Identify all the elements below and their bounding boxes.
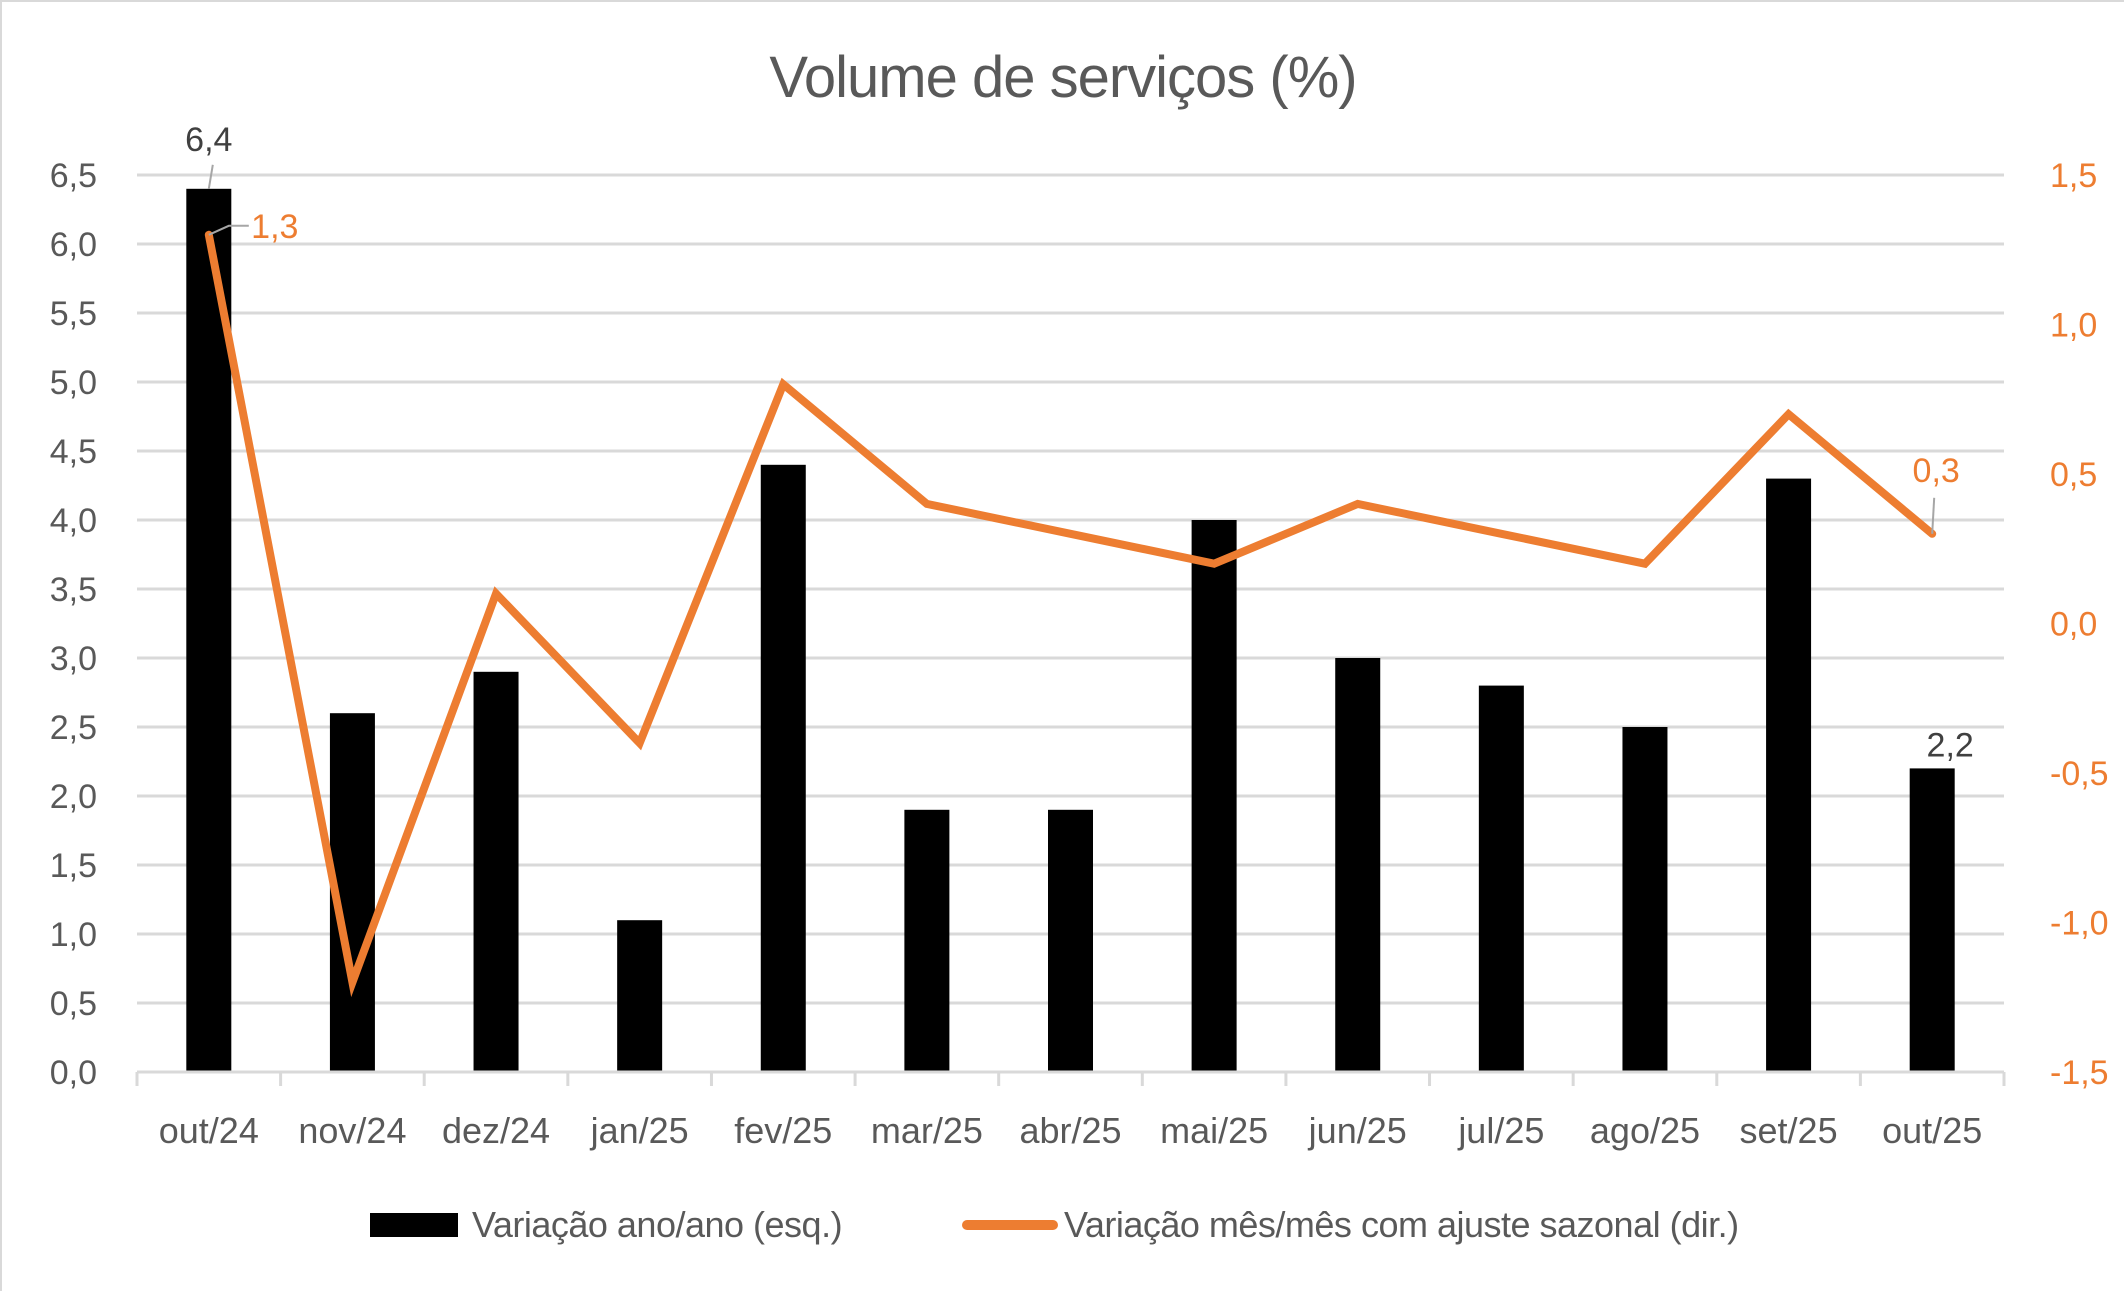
legend-line-swatch-icon — [962, 1220, 1058, 1230]
legend-bar-label: Variação ano/ano (esq.) — [472, 1204, 843, 1245]
right-tick-label: -1,5 — [2050, 1054, 2109, 1092]
right-tick-label: -1,0 — [2050, 905, 2109, 943]
bar — [1909, 768, 1955, 1072]
line-data-label: 1,3 — [251, 208, 298, 246]
line-series — [204, 230, 1937, 998]
bar — [186, 188, 232, 1073]
left-tick-label: 1,5 — [50, 847, 97, 885]
left-tick-label: 3,0 — [50, 640, 97, 678]
data-labels: 6,4 2,2 1,3 0,3 — [185, 121, 1974, 765]
bar — [1191, 520, 1237, 1072]
bar — [473, 671, 519, 1072]
bar-series — [186, 188, 1955, 1073]
legend-item-line: Variação mês/mês com ajuste sazonal (dir… — [962, 1200, 1739, 1250]
left-tick-label: 6,5 — [50, 157, 97, 195]
bar — [760, 464, 806, 1072]
category-label: nov/24 — [298, 1110, 406, 1151]
right-tick-label: 1,5 — [2050, 157, 2097, 195]
left-axis-ticks: 0,0 0,5 1,0 1,5 2,0 2,5 3,0 3,5 4,0 4,5 5,0 5,5 6,0 6… — [50, 157, 97, 1092]
left-tick-label: 0,5 — [50, 985, 97, 1023]
left-tick-label: 0,0 — [50, 1054, 97, 1092]
left-tick-label: 2,5 — [50, 709, 97, 747]
legend-bar-swatch-icon — [370, 1213, 458, 1237]
category-label: fev/25 — [734, 1110, 832, 1151]
left-tick-label: 5,0 — [50, 364, 97, 402]
category-label: mai/25 — [1160, 1110, 1268, 1151]
line-path — [204, 230, 1937, 998]
bar — [1478, 685, 1524, 1072]
left-tick-label: 4,5 — [50, 433, 97, 471]
category-label: dez/24 — [442, 1110, 550, 1151]
bar — [1335, 658, 1381, 1072]
bar — [1766, 478, 1812, 1073]
left-tick-label: 3,5 — [50, 571, 97, 609]
right-tick-label: 0,0 — [2050, 606, 2097, 644]
left-tick-label: 5,5 — [50, 295, 97, 333]
category-label: abr/25 — [1019, 1110, 1121, 1151]
bar-data-label: 2,2 — [1927, 726, 1974, 764]
category-label: set/25 — [1740, 1110, 1838, 1151]
left-tick-label: 6,0 — [50, 226, 97, 264]
right-tick-label: 1,0 — [2050, 307, 2097, 345]
bar-data-label: 6,4 — [185, 121, 232, 159]
category-labels: out/24 nov/24 dez/24 jan/25 fev/25 mar/25 abr/… — [159, 1110, 1982, 1151]
left-tick-label: 4,0 — [50, 502, 97, 540]
category-label: mar/25 — [871, 1110, 983, 1151]
legend: Variação ano/ano (esq.) Variação mês/mês… — [0, 1200, 2126, 1250]
category-label: jun/25 — [1308, 1110, 1407, 1151]
left-tick-label: 1,0 — [50, 916, 97, 954]
gridlines — [137, 173, 2004, 1005]
legend-item-bar: Variação ano/ano (esq.) — [370, 1200, 843, 1250]
legend-line-label: Variação mês/mês com ajuste sazonal (dir… — [1064, 1204, 1739, 1245]
bar — [617, 920, 663, 1072]
category-label: out/25 — [1882, 1110, 1982, 1151]
line-data-label: 0,3 — [1913, 452, 1960, 490]
leader-line — [208, 224, 249, 236]
chart-title: Volume de serviços (%) — [769, 45, 1357, 110]
right-axis-ticks: -1,5 -1,0 -0,5 0,0 0,5 1,0 1,5 — [2050, 157, 2109, 1092]
bar — [1622, 727, 1668, 1072]
category-label: ago/25 — [1590, 1110, 1700, 1151]
right-tick-label: 0,5 — [2050, 456, 2097, 494]
x-axis — [135, 1070, 2006, 1086]
left-tick-label: 2,0 — [50, 778, 97, 816]
right-tick-label: -0,5 — [2050, 755, 2109, 793]
leader-line — [1931, 497, 1936, 534]
category-label: jul/25 — [1457, 1110, 1544, 1151]
bar — [1048, 809, 1093, 1072]
category-label: out/24 — [159, 1110, 259, 1151]
category-label: jan/25 — [590, 1110, 689, 1151]
bar — [904, 809, 950, 1072]
leader-line — [207, 164, 214, 189]
